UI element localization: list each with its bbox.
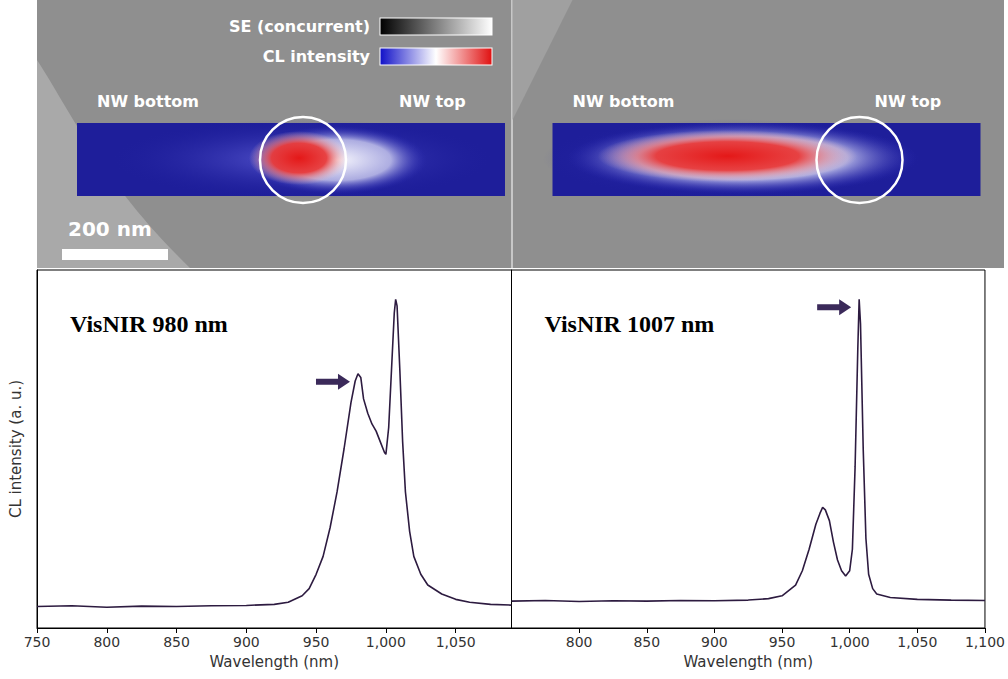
svg-text:NW top: NW top: [875, 92, 942, 111]
svg-text:800: 800: [566, 634, 593, 650]
svg-text:200 nm: 200 nm: [68, 217, 152, 241]
svg-text:Wavelength (nm): Wavelength (nm): [683, 653, 813, 671]
svg-text:850: 850: [163, 634, 190, 650]
svg-text:NW bottom: NW bottom: [97, 92, 199, 111]
svg-text:950: 950: [303, 634, 330, 650]
svg-text:Wavelength (nm): Wavelength (nm): [209, 653, 339, 671]
svg-text:900: 900: [233, 634, 260, 650]
svg-text:1,000: 1,000: [830, 634, 870, 650]
svg-text:900: 900: [701, 634, 728, 650]
svg-text:NW top: NW top: [399, 92, 466, 111]
svg-text:850: 850: [633, 634, 660, 650]
svg-text:1,000: 1,000: [366, 634, 406, 650]
svg-text:750: 750: [24, 634, 51, 650]
svg-text:NW bottom: NW bottom: [573, 92, 675, 111]
svg-text:CL intensity: CL intensity: [263, 47, 371, 66]
svg-text:VisNIR 980 nm: VisNIR 980 nm: [70, 311, 228, 337]
svg-text:CL intensity (a. u.): CL intensity (a. u.): [7, 380, 25, 518]
svg-text:VisNIR 1007 nm: VisNIR 1007 nm: [545, 311, 715, 337]
svg-text:950: 950: [769, 634, 796, 650]
svg-text:1,100: 1,100: [965, 634, 1005, 650]
svg-text:SE (concurrent): SE (concurrent): [229, 17, 370, 36]
svg-text:1,050: 1,050: [897, 634, 937, 650]
svg-text:800: 800: [93, 634, 120, 650]
svg-text:1,050: 1,050: [436, 634, 476, 650]
